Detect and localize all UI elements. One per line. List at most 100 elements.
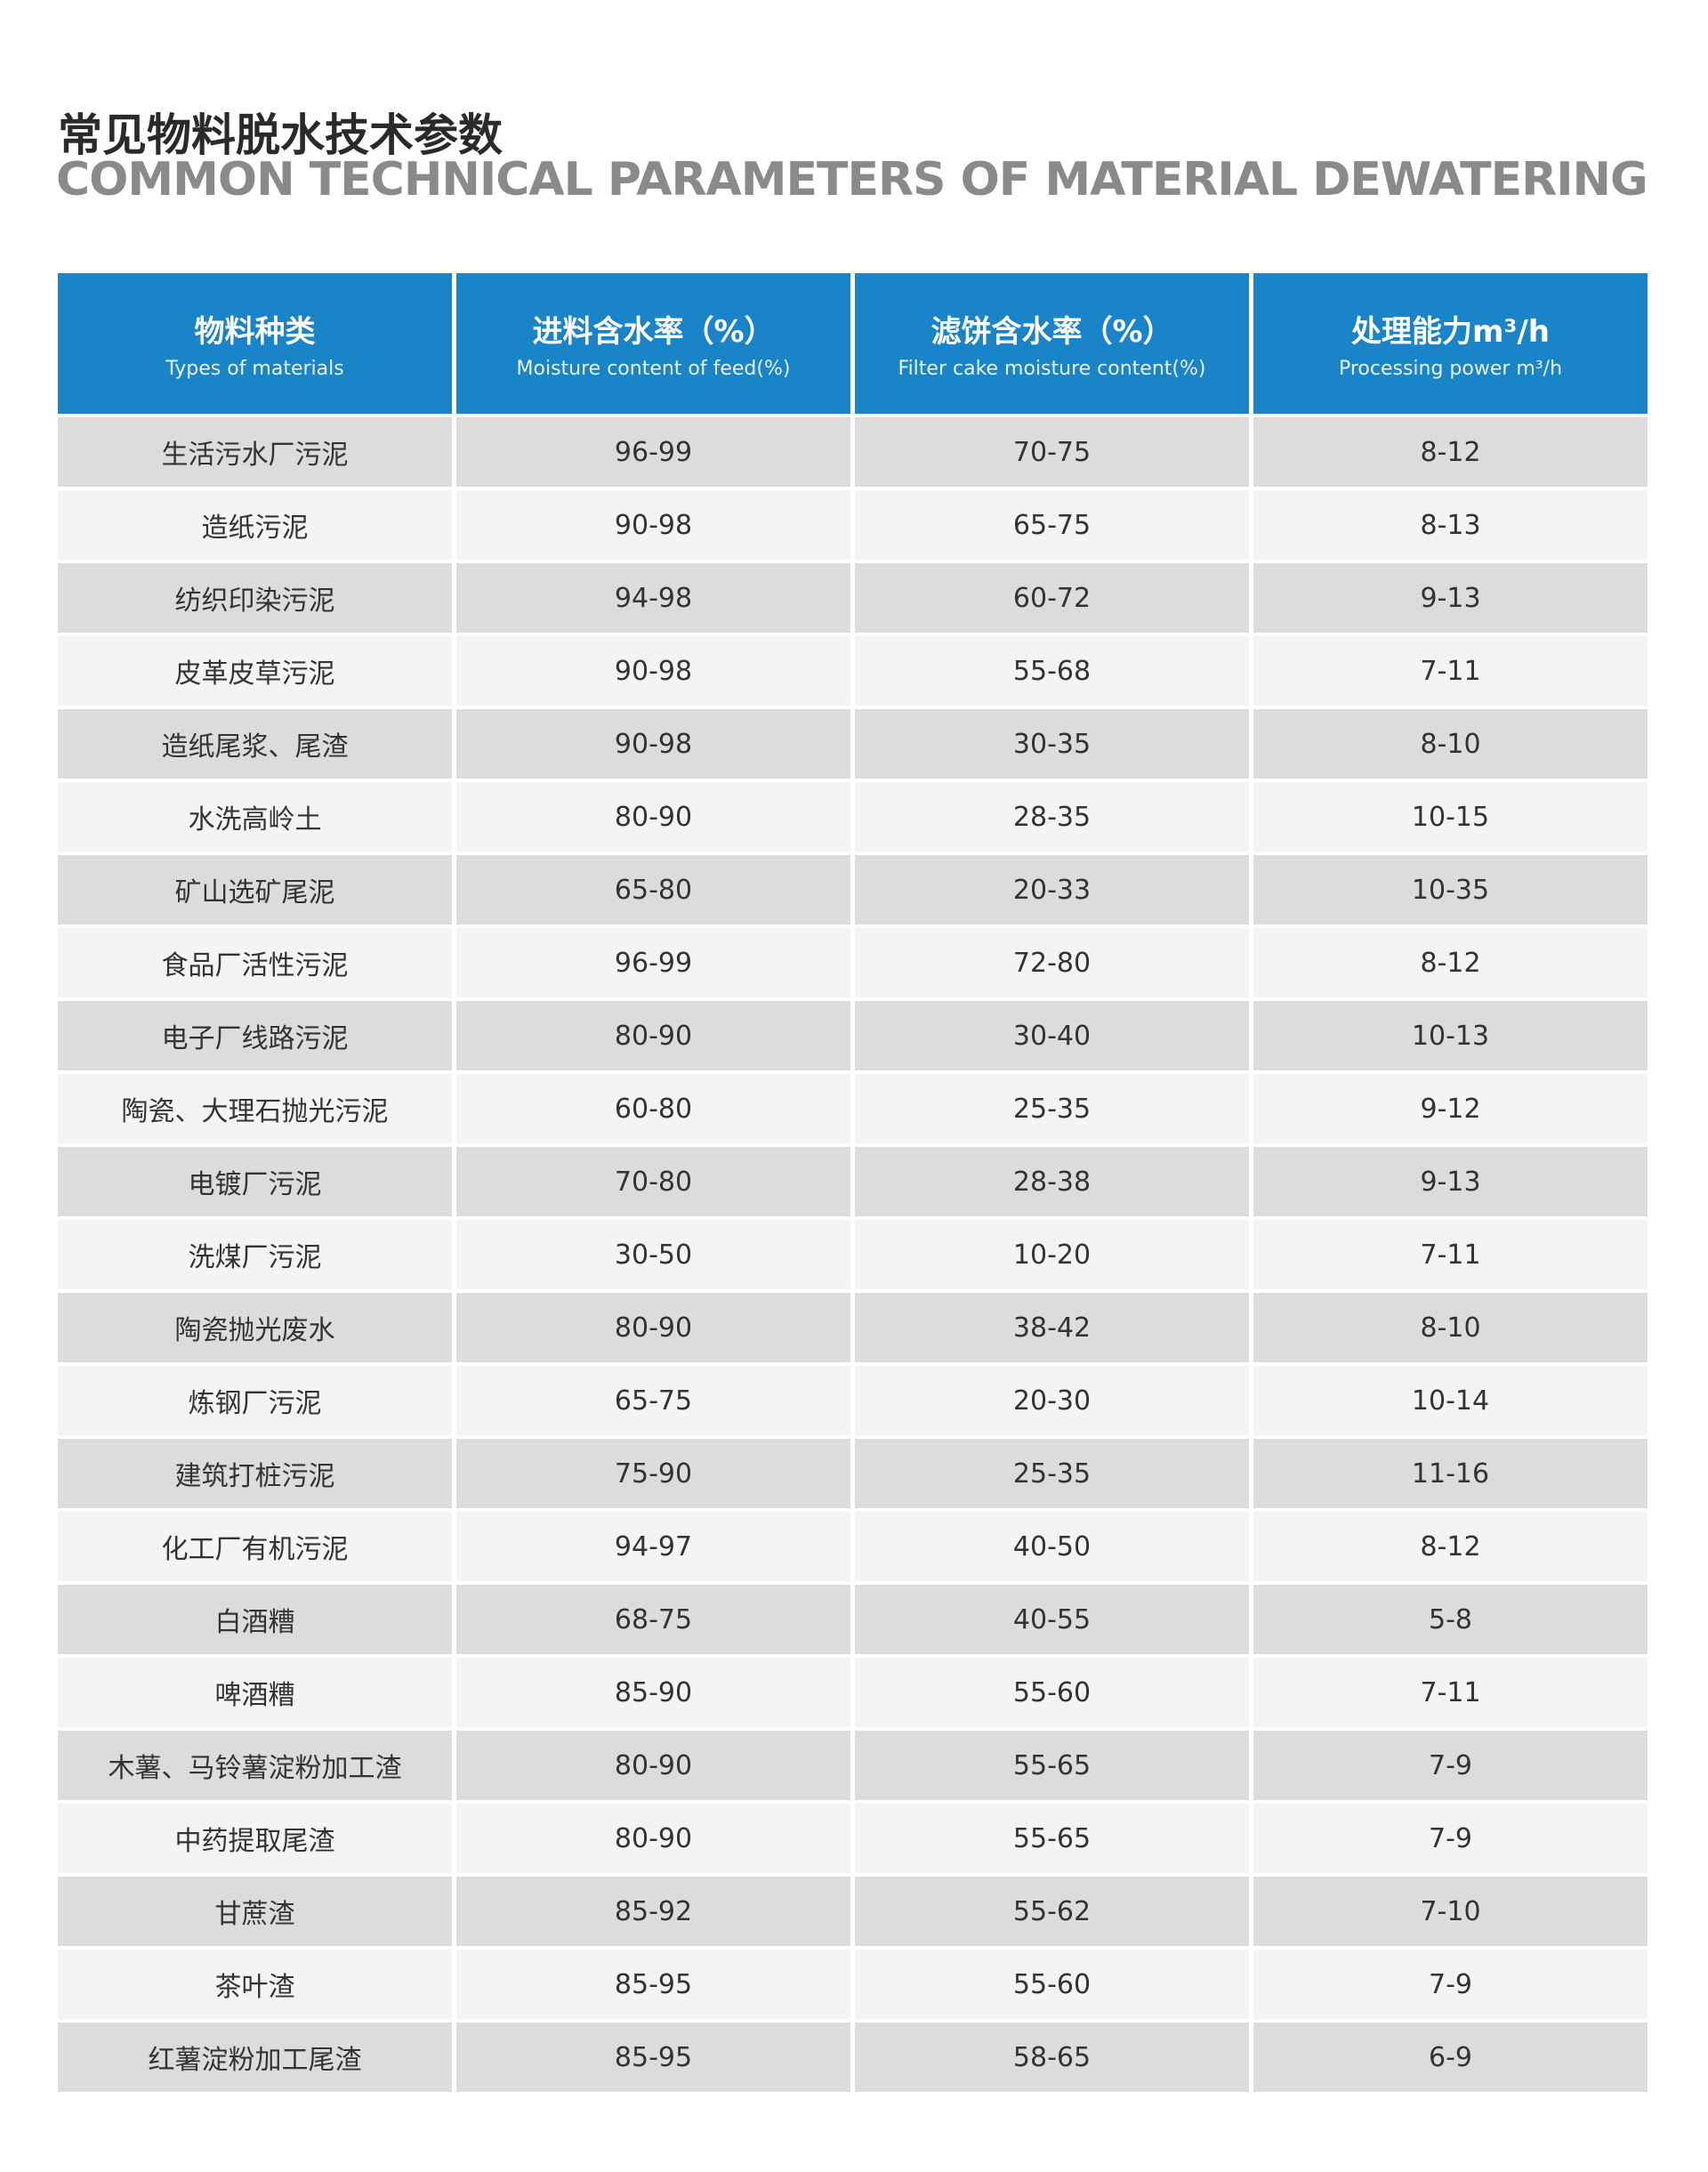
table-cell: 40-50 (855, 1512, 1249, 1581)
table-cell: 洗煤厂污泥 (58, 1220, 452, 1289)
table-cell: 85-90 (456, 1658, 850, 1727)
table-cell: 造纸污泥 (58, 490, 452, 560)
table-cell: 10-15 (1253, 782, 1648, 852)
table-cell: 11-16 (1253, 1439, 1648, 1508)
table-cell: 6-9 (1253, 2023, 1648, 2092)
table-cell: 炼钢厂污泥 (58, 1366, 452, 1435)
table-cell: 皮革皮草污泥 (58, 636, 452, 706)
table-cell: 94-98 (456, 563, 850, 633)
table-cell: 65-75 (456, 1366, 850, 1435)
header-en: Processing power m³/h (1338, 358, 1563, 380)
table-cell: 木薯、马铃薯淀粉加工渣 (58, 1731, 452, 1800)
table-cell: 7-11 (1253, 636, 1648, 706)
header-en: Moisture content of feed(%) (516, 358, 791, 380)
header-en: Filter cake moisture content(%) (898, 358, 1206, 380)
table-cell: 电子厂线路污泥 (58, 1001, 452, 1070)
table-cell: 60-72 (855, 563, 1249, 633)
table-cell: 30-35 (855, 709, 1249, 779)
header-cell: 物料种类 Types of materials (58, 273, 452, 414)
table-cell: 80-90 (456, 1293, 850, 1362)
table-cell: 55-60 (855, 1658, 1249, 1727)
table-cell: 30-40 (855, 1001, 1249, 1070)
table-cell: 10-35 (1253, 855, 1648, 925)
table-cell: 7-9 (1253, 1950, 1648, 2019)
table-cell: 90-98 (456, 636, 850, 706)
table-cell: 造纸尾浆、尾渣 (58, 709, 452, 779)
table-cell: 55-60 (855, 1950, 1249, 2019)
table-cell: 茶叶渣 (58, 1950, 452, 2019)
table-cell: 食品厂活性污泥 (58, 928, 452, 997)
table-cell: 55-65 (855, 1804, 1249, 1873)
table-cell: 陶瓷、大理石抛光污泥 (58, 1074, 452, 1143)
table-cell: 28-38 (855, 1147, 1249, 1216)
table-cell: 55-62 (855, 1877, 1249, 1946)
table-cell: 70-75 (855, 417, 1249, 487)
table-cell: 68-75 (456, 1585, 850, 1654)
table-cell: 纺织印染污泥 (58, 563, 452, 633)
table-cell: 红薯淀粉加工尾渣 (58, 2023, 452, 2092)
table-cell: 72-80 (855, 928, 1249, 997)
header-zh: 物料种类 (194, 314, 316, 350)
table-cell: 9-13 (1253, 1147, 1648, 1216)
table-cell: 85-95 (456, 1950, 850, 2019)
table-cell: 90-98 (456, 490, 850, 560)
table-cell: 8-12 (1253, 928, 1648, 997)
table-cell: 8-13 (1253, 490, 1648, 560)
header-zh: 滤饼含水率（%） (931, 314, 1173, 350)
table-cell: 水洗高岭土 (58, 782, 452, 852)
table-cell: 7-9 (1253, 1804, 1648, 1873)
table-cell: 甘蔗渣 (58, 1877, 452, 1946)
subtitle: COMMON TECHNICAL PARAMETERS OF MATERIAL … (56, 153, 1648, 206)
table-cell: 中药提取尾渣 (58, 1804, 452, 1873)
header-cell: 滤饼含水率（%） Filter cake moisture content(%) (855, 273, 1249, 414)
table-cell: 55-68 (855, 636, 1249, 706)
table-cell: 60-80 (456, 1074, 850, 1143)
table-cell: 5-8 (1253, 1585, 1648, 1654)
table-cell: 25-35 (855, 1074, 1249, 1143)
table-cell: 96-99 (456, 417, 850, 487)
table-cell: 30-50 (456, 1220, 850, 1289)
header-zh: 处理能力m³/h (1351, 314, 1550, 350)
table-cell: 65-80 (456, 855, 850, 925)
table-cell: 96-99 (456, 928, 850, 997)
header-cell: 进料含水率（%） Moisture content of feed(%) (456, 273, 850, 414)
table-cell: 65-75 (855, 490, 1249, 560)
table-cell: 85-95 (456, 2023, 850, 2092)
table-cell: 7-11 (1253, 1658, 1648, 1727)
table-cell: 矿山选矿尾泥 (58, 855, 452, 925)
table-cell: 58-65 (855, 2023, 1249, 2092)
table-cell: 啤酒糟 (58, 1658, 452, 1727)
table-cell: 55-65 (855, 1731, 1249, 1800)
table-cell: 20-30 (855, 1366, 1249, 1435)
table-cell: 8-12 (1253, 1512, 1648, 1581)
table-cell: 38-42 (855, 1293, 1249, 1362)
table-cell: 10-13 (1253, 1001, 1648, 1070)
table-cell: 75-90 (456, 1439, 850, 1508)
header-zh: 进料含水率（%） (532, 314, 775, 350)
table: 物料种类 Types of materials 进料含水率（%） Moisture c… (58, 273, 1648, 2092)
table-cell: 80-90 (456, 1731, 850, 1800)
header-cell: 处理能力m³/h Processing power m³/h (1253, 273, 1648, 414)
table-cell: 白酒糟 (58, 1585, 452, 1654)
table-cell: 化工厂有机污泥 (58, 1512, 452, 1581)
table-cell: 85-92 (456, 1877, 850, 1946)
table-cell: 94-97 (456, 1512, 850, 1581)
table-cell: 7-10 (1253, 1877, 1648, 1946)
table-cell: 28-35 (855, 782, 1249, 852)
table-cell: 10-20 (855, 1220, 1249, 1289)
table-cell: 8-10 (1253, 709, 1648, 779)
table-cell: 80-90 (456, 1001, 850, 1070)
table-cell: 10-14 (1253, 1366, 1648, 1435)
table-cell: 90-98 (456, 709, 850, 779)
table-cell: 8-12 (1253, 417, 1648, 487)
table-cell: 40-55 (855, 1585, 1249, 1654)
table-cell: 建筑打桩污泥 (58, 1439, 452, 1508)
table-cell: 电镀厂污泥 (58, 1147, 452, 1216)
table-cell: 7-9 (1253, 1731, 1648, 1800)
header-en: Types of materials (165, 358, 344, 380)
table-cell: 80-90 (456, 1804, 850, 1873)
title: 常见物料脱水技术参数 (58, 109, 503, 161)
table-cell: 80-90 (456, 782, 850, 852)
table-cell: 9-13 (1253, 563, 1648, 633)
